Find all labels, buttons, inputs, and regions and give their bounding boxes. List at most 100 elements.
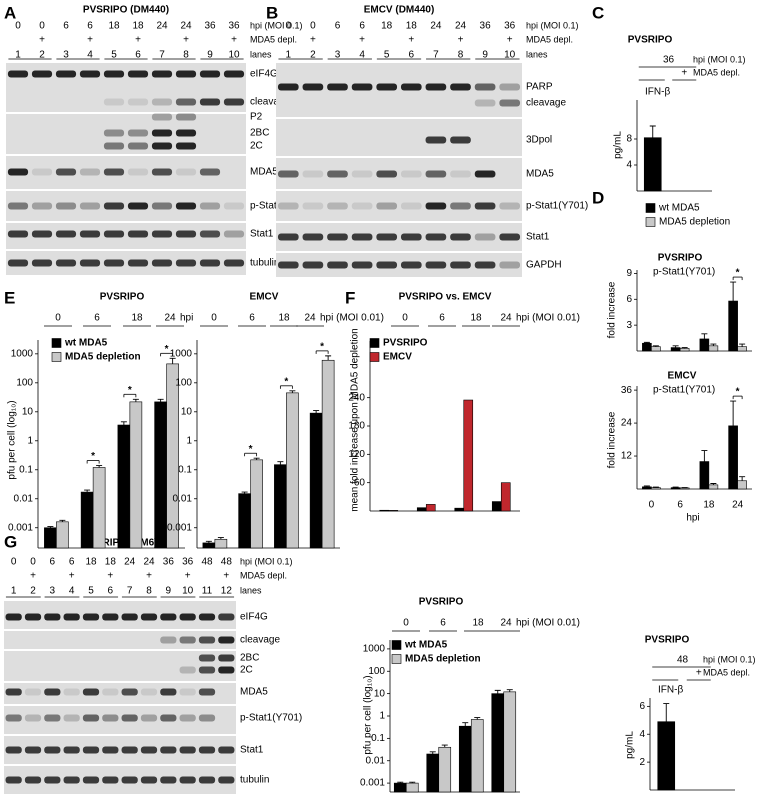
band bbox=[474, 202, 496, 210]
depl-row-label: MDA5 depl. bbox=[703, 667, 750, 677]
band bbox=[179, 688, 196, 696]
band bbox=[79, 230, 101, 238]
bar bbox=[425, 504, 436, 512]
y-tick-label: 1000 bbox=[170, 348, 193, 359]
hpi-label: 36 bbox=[228, 21, 240, 32]
band bbox=[199, 202, 221, 210]
band bbox=[327, 202, 348, 210]
lane-number: 7 bbox=[159, 50, 165, 61]
band bbox=[82, 776, 100, 784]
band bbox=[160, 746, 177, 754]
band-label: p-Stat1(Y701) bbox=[526, 201, 588, 212]
depl-row-label: MDA5 depl. bbox=[250, 34, 297, 44]
band bbox=[151, 142, 173, 150]
lane-number: 1 bbox=[286, 50, 292, 61]
band bbox=[7, 202, 29, 210]
lane-number: 6 bbox=[409, 50, 415, 61]
band bbox=[277, 170, 299, 178]
lane-number: 4 bbox=[359, 50, 365, 61]
band bbox=[63, 714, 80, 722]
band bbox=[44, 613, 61, 621]
band bbox=[198, 688, 216, 696]
band bbox=[82, 688, 100, 696]
lane-number: 10 bbox=[228, 50, 240, 61]
band bbox=[5, 776, 22, 784]
legend-swatch bbox=[645, 203, 656, 213]
band-label: tubulin bbox=[240, 775, 269, 786]
band bbox=[63, 613, 80, 621]
y-tick-label: 8 bbox=[626, 134, 632, 145]
hpi-label: 48 bbox=[201, 557, 213, 568]
legend-label: wt MDA5 bbox=[64, 338, 108, 349]
band bbox=[121, 688, 138, 696]
bar bbox=[708, 345, 719, 352]
y-axis-label: fold increase bbox=[607, 411, 618, 468]
band-label: MDA5 bbox=[250, 167, 278, 178]
blot-strip bbox=[4, 601, 236, 629]
band bbox=[179, 636, 196, 644]
error-bar bbox=[205, 540, 212, 543]
band bbox=[55, 70, 77, 78]
category-label: 24 bbox=[500, 618, 512, 629]
blot-strip bbox=[4, 706, 236, 734]
band bbox=[474, 261, 496, 269]
significance-star: * bbox=[320, 342, 324, 353]
error-bar bbox=[462, 722, 469, 727]
error-bar bbox=[710, 343, 717, 346]
depl-label: + bbox=[507, 35, 513, 46]
band bbox=[140, 714, 158, 722]
category-label: 18 bbox=[703, 500, 715, 511]
y-tick-label: 6 bbox=[639, 701, 645, 712]
bar bbox=[737, 480, 747, 490]
band bbox=[376, 83, 398, 91]
error-bar bbox=[59, 519, 66, 522]
band bbox=[175, 98, 197, 106]
category-label: 0 bbox=[55, 313, 61, 324]
band bbox=[450, 170, 471, 178]
significance-star: * bbox=[165, 344, 169, 355]
y-tick-label: 120 bbox=[348, 449, 365, 460]
lane-number: 8 bbox=[183, 50, 189, 61]
lane-number: 8 bbox=[458, 50, 464, 61]
hpi-row-label: hpi (MOI 0.1) bbox=[703, 654, 756, 664]
band bbox=[103, 70, 125, 78]
band bbox=[376, 170, 398, 178]
error-bar bbox=[441, 744, 448, 748]
band bbox=[199, 259, 221, 267]
error-bar bbox=[672, 345, 679, 348]
band bbox=[376, 202, 398, 210]
lane-number: 2 bbox=[30, 586, 36, 597]
band bbox=[44, 714, 61, 722]
lane-number: 4 bbox=[87, 50, 93, 61]
y-tick-label: 36 bbox=[621, 385, 633, 396]
bar bbox=[80, 491, 94, 549]
y-tick-label: 180 bbox=[348, 421, 365, 432]
band bbox=[179, 714, 196, 722]
blot-strip bbox=[4, 631, 236, 649]
band bbox=[102, 613, 119, 621]
error-bar bbox=[241, 491, 248, 494]
depl-label: + bbox=[39, 35, 45, 46]
error-bar bbox=[739, 343, 746, 347]
bar bbox=[250, 459, 263, 549]
depl-label: + bbox=[183, 35, 189, 46]
chart-title: PVSRIPO bbox=[645, 635, 690, 646]
bar bbox=[274, 464, 287, 549]
panel-label: G bbox=[4, 532, 17, 551]
error-bar bbox=[120, 421, 127, 426]
lane-number: 10 bbox=[504, 50, 516, 61]
band bbox=[79, 202, 101, 210]
panel-label: A bbox=[4, 3, 16, 22]
band bbox=[499, 233, 521, 241]
bar bbox=[438, 746, 452, 793]
band bbox=[351, 202, 373, 210]
band bbox=[175, 113, 197, 121]
bar bbox=[393, 782, 407, 793]
bar bbox=[416, 507, 427, 512]
band bbox=[218, 666, 235, 674]
category-label: 0 bbox=[402, 313, 408, 324]
depl-row-label: MDA5 depl. bbox=[240, 570, 287, 580]
y-tick-label: 0.01 bbox=[173, 493, 193, 504]
band bbox=[450, 83, 471, 91]
band bbox=[44, 776, 61, 784]
